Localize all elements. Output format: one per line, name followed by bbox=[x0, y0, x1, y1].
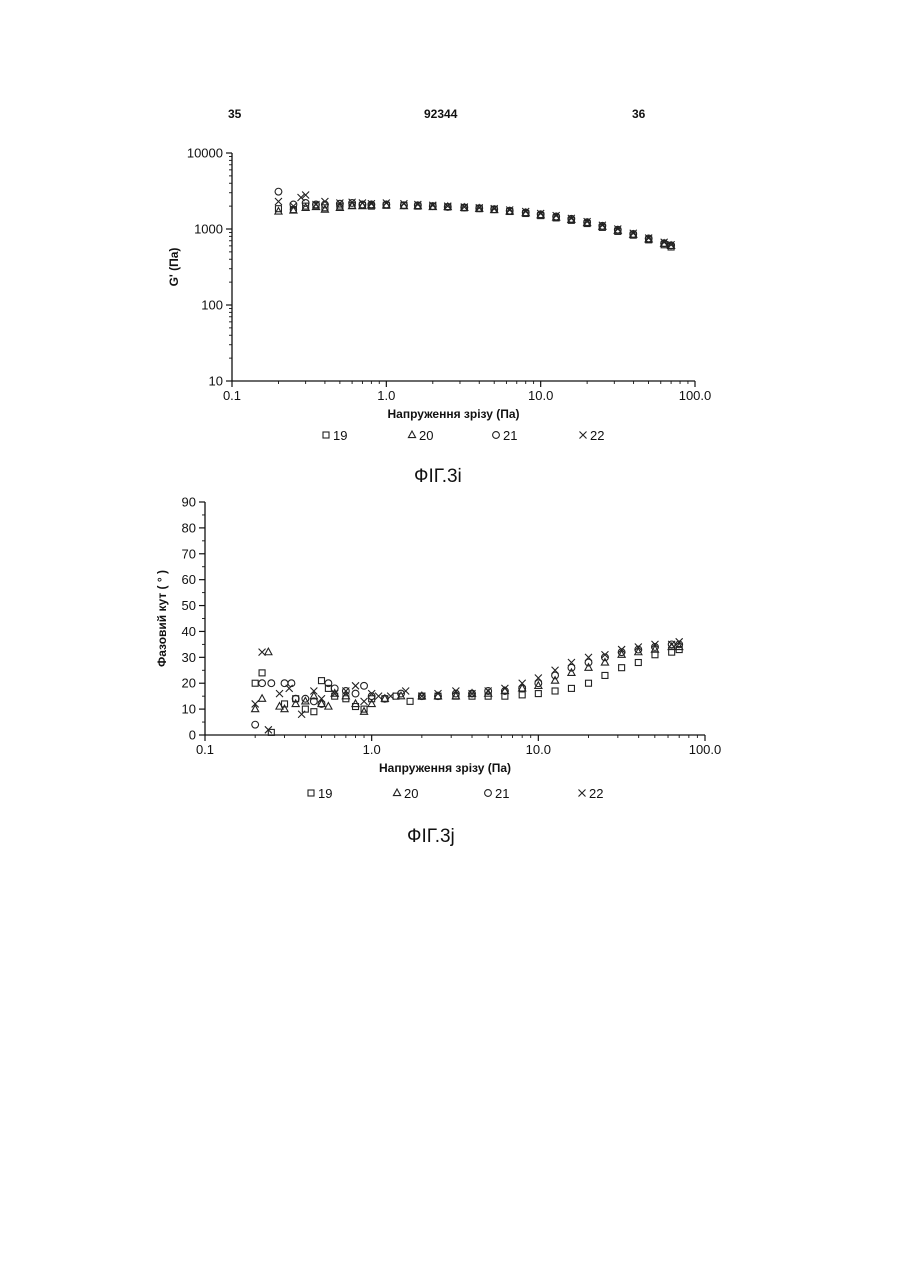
x-tick-label: 1.0 bbox=[363, 742, 381, 757]
legend-label: 20 bbox=[404, 786, 418, 801]
x-tick-label: 0.1 bbox=[196, 742, 214, 757]
legend-marker bbox=[485, 790, 492, 797]
y-tick-label: 90 bbox=[182, 495, 196, 510]
y-tick-label: 40 bbox=[182, 624, 196, 639]
x-tick-label: 100.0 bbox=[689, 742, 722, 757]
data-point bbox=[292, 695, 299, 702]
data-point bbox=[252, 721, 259, 728]
legend-item-20: 20 bbox=[393, 786, 418, 801]
data-point bbox=[568, 685, 574, 691]
data-point bbox=[310, 687, 317, 694]
legend-item-22: 22 bbox=[579, 786, 604, 801]
data-point bbox=[352, 690, 359, 697]
data-point bbox=[602, 672, 608, 678]
data-point bbox=[252, 680, 258, 686]
legend-label: 19 bbox=[318, 786, 332, 801]
data-point bbox=[361, 698, 368, 705]
y-tick-label: 0 bbox=[189, 728, 196, 743]
data-point bbox=[407, 698, 413, 704]
data-point bbox=[552, 667, 559, 674]
data-point bbox=[352, 682, 359, 689]
data-point bbox=[552, 688, 558, 694]
data-point bbox=[318, 695, 325, 702]
data-point bbox=[252, 700, 259, 707]
series-19 bbox=[252, 647, 682, 736]
data-point bbox=[318, 678, 324, 684]
data-point bbox=[311, 709, 317, 715]
data-point bbox=[535, 675, 542, 682]
data-point bbox=[342, 687, 349, 694]
y-tick-label: 70 bbox=[182, 546, 196, 561]
data-point bbox=[535, 691, 541, 697]
data-point bbox=[298, 711, 305, 718]
legend-marker bbox=[579, 790, 586, 797]
x-axis-label: Напруження зрізу (Па) bbox=[379, 761, 511, 775]
figure-caption-3j: ФІГ.3j bbox=[407, 826, 455, 848]
legend-label: 22 bbox=[589, 786, 603, 801]
data-point bbox=[259, 649, 266, 656]
legend-item-21: 21 bbox=[485, 786, 510, 801]
y-tick-label: 10 bbox=[182, 702, 196, 717]
y-tick-label: 20 bbox=[182, 676, 196, 691]
data-point bbox=[259, 680, 266, 687]
series-22 bbox=[252, 638, 683, 733]
data-point bbox=[585, 654, 592, 661]
data-point bbox=[259, 670, 265, 676]
data-point bbox=[375, 693, 382, 700]
data-point bbox=[519, 680, 526, 687]
y-tick-label: 60 bbox=[182, 572, 196, 587]
data-point bbox=[568, 659, 575, 666]
data-point bbox=[361, 682, 368, 689]
legend-label: 21 bbox=[495, 786, 509, 801]
y-tick-label: 80 bbox=[182, 520, 196, 535]
data-point bbox=[519, 692, 525, 698]
data-point bbox=[586, 680, 592, 686]
data-point bbox=[268, 680, 275, 687]
y-tick-label: 30 bbox=[182, 650, 196, 665]
y-axis-label: Фазовий кут ( ° ) bbox=[155, 570, 169, 667]
data-point bbox=[325, 703, 332, 710]
legend-marker bbox=[308, 790, 314, 796]
y-tick-label: 50 bbox=[182, 598, 196, 613]
data-point bbox=[619, 665, 625, 671]
legend-marker bbox=[393, 789, 400, 796]
data-point bbox=[635, 660, 641, 666]
legend-item-19: 19 bbox=[308, 786, 332, 801]
data-point bbox=[276, 690, 283, 697]
x-tick-label: 10.0 bbox=[526, 742, 551, 757]
data-point bbox=[258, 695, 265, 702]
chart-phase-angle: 0.1 1.0 10.0 100.0 0 10 20 30 40 50 60 70 80 90 Напруж… bbox=[0, 0, 901, 830]
